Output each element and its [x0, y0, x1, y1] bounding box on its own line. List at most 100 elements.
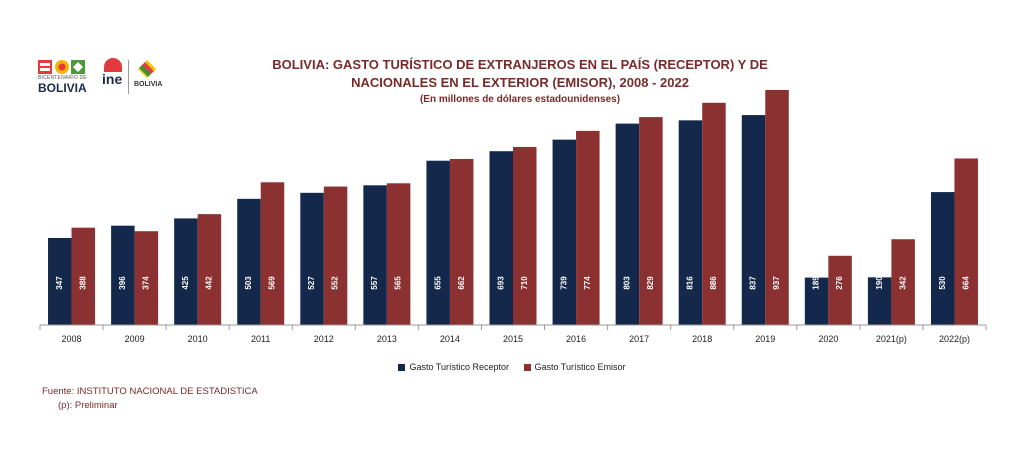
bicentenario-title: BOLIVIA [38, 81, 87, 95]
data-label-receptor-2016: 739 [559, 276, 568, 290]
legend-label-receptor: Gasto Turístico Receptor [409, 362, 509, 372]
bar-receptor-2018 [678, 120, 703, 325]
bar-emisor-2013 [386, 183, 411, 325]
chart-title-line2: NACIONALES EN EL EXTERIOR (EMISOR), 2008… [351, 75, 689, 90]
x-tick-label-2019: 2019 [755, 334, 775, 344]
bar-receptor-2013 [363, 185, 387, 325]
legend-label-emisor: Gasto Turístico Emisor [534, 362, 626, 372]
data-label-receptor-2010: 425 [181, 276, 190, 290]
bar-emisor-2010 [197, 214, 222, 325]
chart-title-line1: BOLIVIA: GASTO TURÍSTICO DE EXTRANJEROS … [272, 57, 768, 72]
bar-emisor-2022(p) [954, 158, 978, 325]
x-tick-label-2012: 2012 [314, 334, 334, 344]
source-block: Fuente: INSTITUTO NACIONAL DE ESTADISTIC… [42, 385, 258, 413]
ine-logo-icon [104, 58, 122, 72]
x-tick-label-2018: 2018 [692, 334, 712, 344]
bar-receptor-2014 [426, 160, 450, 325]
data-label-emisor-2012: 552 [331, 276, 340, 290]
bar-emisor-2014 [449, 158, 474, 325]
legend: Gasto Turístico Receptor Gasto Turístico… [0, 362, 1024, 373]
bar-receptor-2019 [741, 115, 766, 325]
logo-divider [128, 60, 129, 94]
bar-receptor-2016 [552, 139, 577, 325]
chart-subtitle: (En millones de dólares estadounidenses) [419, 94, 621, 105]
bar-receptor-2017 [615, 123, 640, 325]
data-label-emisor-2019: 937 [772, 276, 781, 290]
x-tick-label-2010: 2010 [188, 334, 208, 344]
data-label-receptor-2017: 803 [622, 276, 631, 290]
bar-emisor-2015 [513, 146, 537, 325]
bar-receptor-2021(p) [867, 277, 892, 325]
data-label-emisor-2017: 829 [646, 276, 655, 290]
x-tick-label-2013: 2013 [377, 334, 397, 344]
data-label-receptor-2012: 527 [307, 276, 316, 290]
bar-emisor-2020 [828, 255, 852, 325]
x-tick-label-2016: 2016 [566, 334, 586, 344]
data-label-emisor-2022(p): 664 [961, 276, 970, 290]
bar-receptor-2012 [300, 192, 324, 325]
bar-receptor-2022(p) [930, 192, 955, 325]
data-label-receptor-2019: 837 [749, 276, 758, 290]
x-tick-label-2022(p): 2022(p) [939, 334, 970, 344]
data-label-receptor-2011: 503 [244, 276, 253, 290]
data-label-receptor-2021(p): 190 [875, 276, 884, 290]
data-label-emisor-2010: 442 [205, 276, 214, 290]
x-tick-label-2009: 2009 [125, 334, 145, 344]
bar-receptor-2010 [174, 218, 198, 325]
x-tick-label-2011: 2011 [251, 334, 270, 344]
bar-emisor-2011 [260, 182, 285, 325]
logos-graphic [38, 60, 85, 74]
bar-emisor-2018 [702, 102, 726, 325]
bar-receptor-2011 [237, 198, 261, 325]
bar-emisor-2016 [576, 130, 600, 325]
data-label-emisor-2008: 388 [78, 276, 87, 290]
logos-group: BICENTENARIO DE BOLIVIA ine BOLIVIA [36, 56, 166, 100]
data-label-receptor-2015: 693 [496, 276, 505, 290]
bar-receptor-2015 [489, 151, 513, 325]
legend-item-receptor: Gasto Turístico Receptor [398, 362, 509, 372]
x-tick-label-2021(p): 2021(p) [876, 334, 907, 344]
data-label-receptor-2009: 396 [118, 276, 127, 290]
data-label-emisor-2011: 569 [268, 276, 277, 290]
bar-emisor-2008 [71, 227, 96, 325]
data-label-emisor-2013: 565 [394, 276, 403, 290]
bicentenario-logo-icon [38, 60, 85, 74]
data-label-emisor-2016: 774 [583, 276, 592, 290]
escudo-caption: BOLIVIA [134, 81, 163, 88]
data-label-emisor-2014: 662 [457, 276, 466, 290]
x-tick-label-2014: 2014 [440, 334, 460, 344]
data-label-receptor-2008: 347 [55, 276, 64, 290]
bar-emisor-2021(p) [891, 239, 915, 325]
x-tick-label-2020: 2020 [818, 334, 838, 344]
bar-receptor-2020 [804, 277, 829, 325]
data-label-emisor-2018: 886 [709, 276, 718, 290]
bar-emisor-2017 [639, 117, 663, 325]
data-label-emisor-2020: 276 [835, 276, 844, 290]
x-tick-label-2015: 2015 [503, 334, 523, 344]
x-tick-label-2017: 2017 [629, 334, 649, 344]
legend-swatch-emisor [523, 363, 531, 371]
x-tick-label-2008: 2008 [62, 334, 82, 344]
data-label-emisor-2009: 374 [141, 276, 150, 290]
bar-receptor-2009 [111, 225, 135, 325]
preliminary-note: (p): Preliminar [58, 400, 118, 411]
bicentenario-caption: BICENTENARIO DE [38, 75, 87, 81]
bar-emisor-2009 [134, 231, 159, 325]
source-text: Fuente: INSTITUTO NACIONAL DE ESTADISTIC… [42, 386, 258, 397]
legend-item-emisor: Gasto Turístico Emisor [523, 362, 626, 372]
data-label-receptor-2022(p): 530 [938, 276, 947, 290]
data-label-emisor-2015: 710 [520, 276, 529, 290]
bar-emisor-2012 [323, 186, 348, 325]
bar-emisor-2019 [765, 90, 789, 325]
chart-title-block: BOLIVIA: GASTO TURÍSTICO DE EXTRANJEROS … [250, 56, 790, 107]
ine-logo-text: ine [102, 71, 123, 87]
data-label-receptor-2013: 557 [370, 276, 379, 290]
bar-receptor-2008 [48, 237, 72, 325]
data-label-receptor-2018: 816 [686, 276, 695, 290]
legend-swatch-receptor [398, 363, 406, 371]
escudo-icon [138, 60, 156, 78]
data-label-receptor-2014: 655 [433, 276, 442, 290]
data-label-emisor-2021(p): 342 [898, 276, 907, 290]
data-label-receptor-2020: 189 [812, 276, 821, 290]
